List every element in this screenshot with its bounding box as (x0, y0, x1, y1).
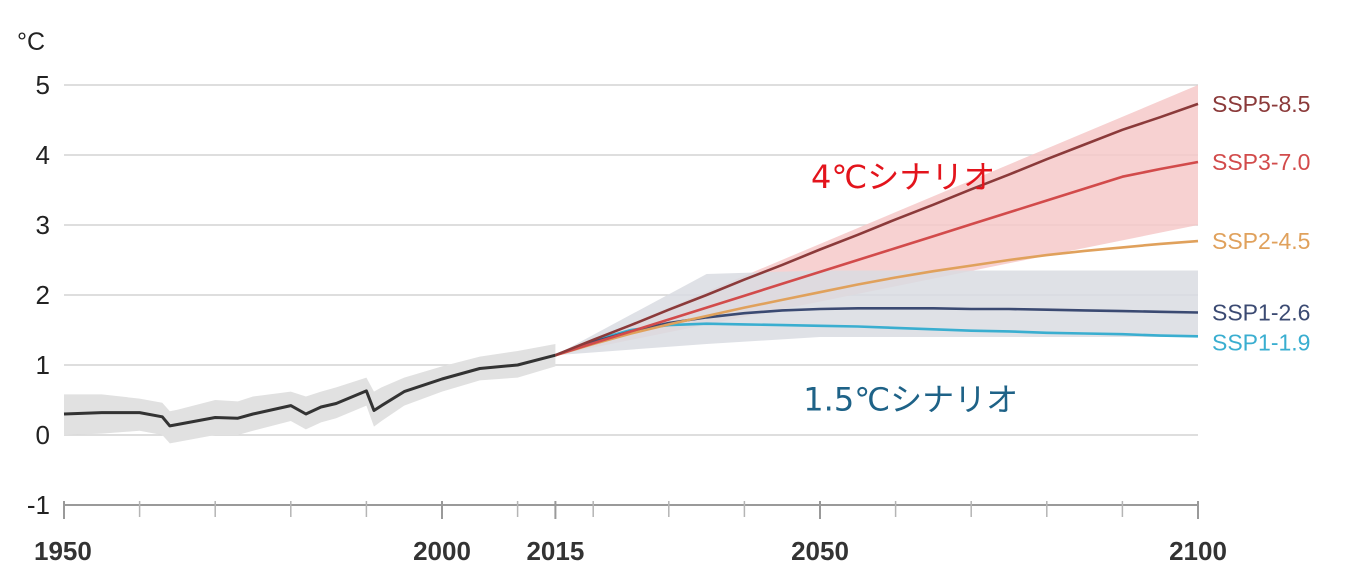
x-tick-label-2000: 2000 (413, 536, 471, 566)
series-line-ssp3-7-0 (555, 160, 1199, 357)
projection-band-low (555, 270, 1198, 356)
series-label-ssp5-8-5: SSP5-8.5 (1212, 91, 1310, 117)
annotations: 4℃シナリオ 1.5℃シナリオ (803, 158, 1018, 419)
annotation-1-5c-scenario: 1.5℃シナリオ (803, 381, 1018, 419)
historical-line (63, 353, 556, 428)
y-tick-label: 5 (36, 70, 50, 100)
series-label-ssp2-4-5: SSP2-4.5 (1212, 228, 1310, 254)
x-tick-label-2015: 2015 (526, 536, 584, 566)
x-tick-label-2050: 2050 (791, 536, 849, 566)
y-tick-label: -1 (27, 490, 50, 520)
x-axis-ticks: 1950 2000 2015 2050 2100 (34, 501, 1227, 566)
series-label-ssp3-7-0: SSP3-7.0 (1212, 149, 1310, 175)
annotation-4c-scenario: 4℃シナリオ (811, 158, 995, 196)
historical-band (64, 344, 556, 444)
gridlines (64, 84, 1198, 436)
y-tick-label: 4 (36, 140, 50, 170)
y-tick-label: 3 (36, 210, 50, 240)
x-tick-label-1950: 1950 (34, 536, 92, 566)
series-line-ssp2-4-5 (555, 239, 1199, 357)
y-tick-label: 0 (36, 420, 50, 450)
legend-labels: SSP5-8.5 SSP3-7.0 SSP2-4.5 SSP1-2.6 SSP1-1.9 (1212, 91, 1310, 356)
y-tick-label: 1 (36, 350, 50, 380)
series-line-ssp1-2-6 (554, 306, 1199, 357)
y-tick-label: 2 (36, 280, 50, 310)
y-axis-ticks: 5 4 3 2 1 0 -1 (27, 70, 50, 520)
series-lines (63, 102, 1199, 428)
series-label-ssp1-2-6: SSP1-2.6 (1212, 300, 1310, 326)
x-tick-label-2100: 2100 (1169, 536, 1227, 566)
series-label-ssp1-1-9: SSP1-1.9 (1212, 330, 1310, 356)
y-axis-unit-label: °C (17, 28, 45, 56)
series-line-ssp5-8-5 (554, 102, 1199, 357)
uncertainty-bands (64, 85, 1198, 444)
